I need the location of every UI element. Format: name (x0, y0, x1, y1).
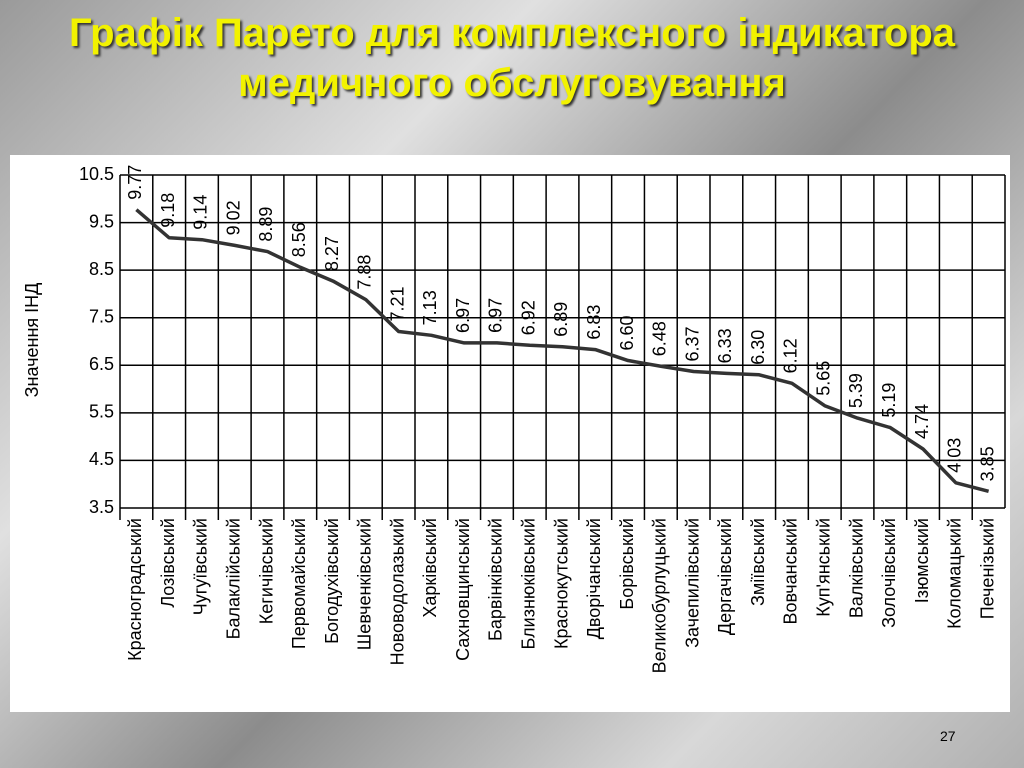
x-tick-label: Коломацький (945, 518, 965, 629)
x-tick-label: Первомайський (289, 518, 309, 649)
data-label: 6.33 (715, 328, 735, 363)
x-tick-label: Валківський (846, 518, 866, 618)
data-label: 7.21 (387, 286, 407, 321)
data-label: 7.88 (355, 255, 375, 290)
y-tick-label: 9.5 (89, 211, 114, 231)
x-tick-label: Богодухівський (322, 518, 342, 644)
data-label: 8.89 (256, 207, 276, 242)
x-tick-label: Золочівський (879, 518, 899, 628)
slide-title: Графік Парето для комплексного індикатор… (68, 11, 956, 105)
x-tick-label: Ізюмський (912, 518, 932, 603)
x-tick-label: Близнюківський (518, 518, 538, 649)
x-tick-label: Краснокутський (551, 518, 571, 649)
data-label: 5.39 (846, 373, 866, 408)
data-label: 7.13 (420, 290, 440, 325)
chart: Значення ІНД 3.5 4.5 5.5 6.5 7.5 8.5 9.5 10.5 Кр… (22, 164, 1006, 673)
y-tick-label: 6.5 (89, 354, 114, 374)
data-line (135, 208, 990, 494)
data-label: 6.12 (781, 338, 801, 373)
x-tick-label: Кегичівський (256, 518, 276, 624)
x-tick-label: Барвінківський (486, 518, 506, 641)
data-label: 4.03 (945, 438, 965, 473)
data-label: 6.48 (650, 321, 670, 356)
data-label: 3.85 (977, 446, 997, 481)
x-tick-label: Лозівський (158, 518, 178, 608)
data-label: 6.60 (617, 315, 637, 350)
x-tick-label: Зачепилівський (682, 518, 702, 648)
x-tick-label: Печенізький (977, 518, 997, 619)
data-label: 9.14 (191, 195, 211, 230)
x-tick-label: Вовчанський (781, 518, 801, 624)
page-number: 27 (940, 728, 956, 744)
x-tick-label: Чугуївський (191, 518, 211, 615)
data-label: 8.27 (322, 236, 342, 271)
y-tick-label: 7.5 (89, 306, 114, 326)
x-tick-label: Борівський (617, 518, 637, 610)
y-tick-label: 5.5 (89, 402, 114, 422)
x-tick-label: Зміївський (748, 518, 768, 606)
data-label: 9.18 (158, 193, 178, 228)
y-tick-label: 3.5 (89, 497, 114, 517)
y-tick-label: 8.5 (89, 259, 114, 279)
data-label: 4.74 (912, 404, 932, 439)
x-tick-label: Балаклійський (223, 518, 243, 639)
data-label: 5.65 (813, 361, 833, 396)
data-label: 5.19 (879, 383, 899, 418)
data-label: 9.02 (223, 200, 243, 235)
data-label: 6.97 (453, 298, 473, 333)
y-axis-label: Значення ІНД (22, 283, 42, 398)
x-tick-label: Дергачівський (715, 518, 735, 635)
x-tick-label: Харківський (420, 518, 440, 618)
data-label: 6.92 (518, 300, 538, 335)
data-label: 6.89 (551, 302, 571, 337)
y-tick-label: 10.5 (79, 164, 114, 184)
x-tick-label: Нововодолазький (387, 518, 407, 665)
x-tick-label: Сахновщинський (453, 518, 473, 661)
x-tick-label: Дворічанський (584, 518, 604, 639)
data-label: 6.97 (486, 298, 506, 333)
x-tick-label: Куп'янський (813, 518, 833, 617)
y-tick-label: 4.5 (89, 449, 114, 469)
data-label: 6.83 (584, 305, 604, 340)
data-label: 6.30 (748, 330, 768, 365)
x-tick-label: Шевченківський (355, 518, 375, 650)
data-label: 6.37 (682, 326, 702, 361)
x-tick-label: Великобурлуцький (650, 518, 670, 673)
data-label: 8.56 (289, 222, 309, 257)
data-label: 9.77 (125, 165, 145, 200)
x-tick-label: Красноградський (125, 518, 145, 661)
chart-panel: Значення ІНД 3.5 4.5 5.5 6.5 7.5 8.5 9.5 10.5 Кр… (10, 155, 1010, 712)
